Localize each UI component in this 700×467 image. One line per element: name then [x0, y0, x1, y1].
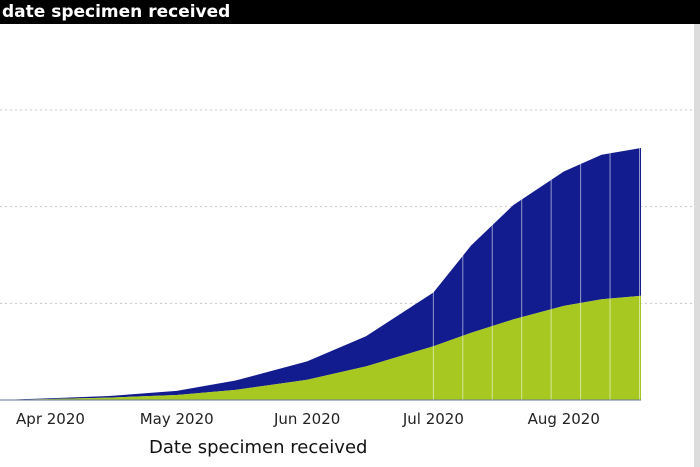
x-tick-label: Apr 2020: [16, 410, 85, 428]
x-tick-label: Jun 2020: [273, 410, 340, 428]
x-tick-label: Aug 2020: [528, 410, 600, 428]
x-tick-label: Jul 2020: [402, 410, 464, 428]
chart-title: date specimen received: [2, 2, 231, 22]
title-bar: date specimen received: [0, 0, 700, 24]
x-axis-label: Date specimen received: [149, 437, 368, 458]
right-panel-border: [694, 24, 700, 467]
series-area-lower: [0, 292, 641, 400]
cumulative-area-chart: Apr 2020 May 2020 Jun 2020 Jul 2020 Aug 2020: [0, 109, 694, 428]
x-tick-label: May 2020: [140, 410, 214, 428]
chart-area: Apr 2020 May 2020 Jun 2020 Jul 2020 Aug 2020: [0, 24, 694, 467]
series-area-upper: [0, 144, 641, 400]
